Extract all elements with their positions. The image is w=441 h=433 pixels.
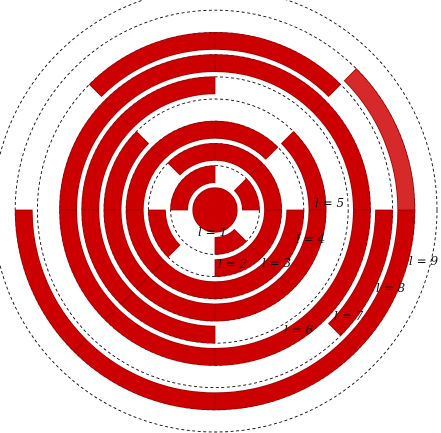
label-l4: l = 4 [296, 232, 325, 246]
arc-segment-l5-5 [281, 131, 327, 211]
level-labels: l = 1 l = 2 l = 3 l = 4 l = 5 l = 6 l = … [198, 196, 439, 337]
arc-segment-l3-5 [214, 143, 263, 176]
label-l6: l = 6 [284, 323, 314, 337]
arc-segment-l3-0 [167, 143, 216, 176]
arc-segment-l9-4 [343, 68, 416, 211]
arc-segment-l2-1 [214, 228, 247, 255]
arc-segment-l4-6 [265, 209, 305, 274]
label-l9: l = 9 [409, 254, 439, 268]
arc-segment-l6-3 [120, 291, 216, 344]
ring-arc-segments [14, 32, 416, 411]
label-l8: l = 8 [376, 281, 406, 295]
arc-segment-l2-0 [170, 165, 216, 211]
label-l5: l = 5 [315, 196, 344, 210]
arc-segment-l3-1 [148, 209, 181, 258]
label-l2: l = 2 [218, 257, 247, 271]
label-l1: l = 1 [198, 225, 227, 239]
label-l3: l = 3 [262, 256, 292, 270]
arc-segment-l8-1 [89, 32, 216, 97]
arc-segment-l8-2 [328, 209, 393, 336]
label-l7: l = 7 [334, 309, 364, 323]
arc-segment-l2-2 [233, 178, 260, 211]
center-disk [192, 187, 238, 233]
arc-segment-l7-7 [312, 209, 371, 321]
